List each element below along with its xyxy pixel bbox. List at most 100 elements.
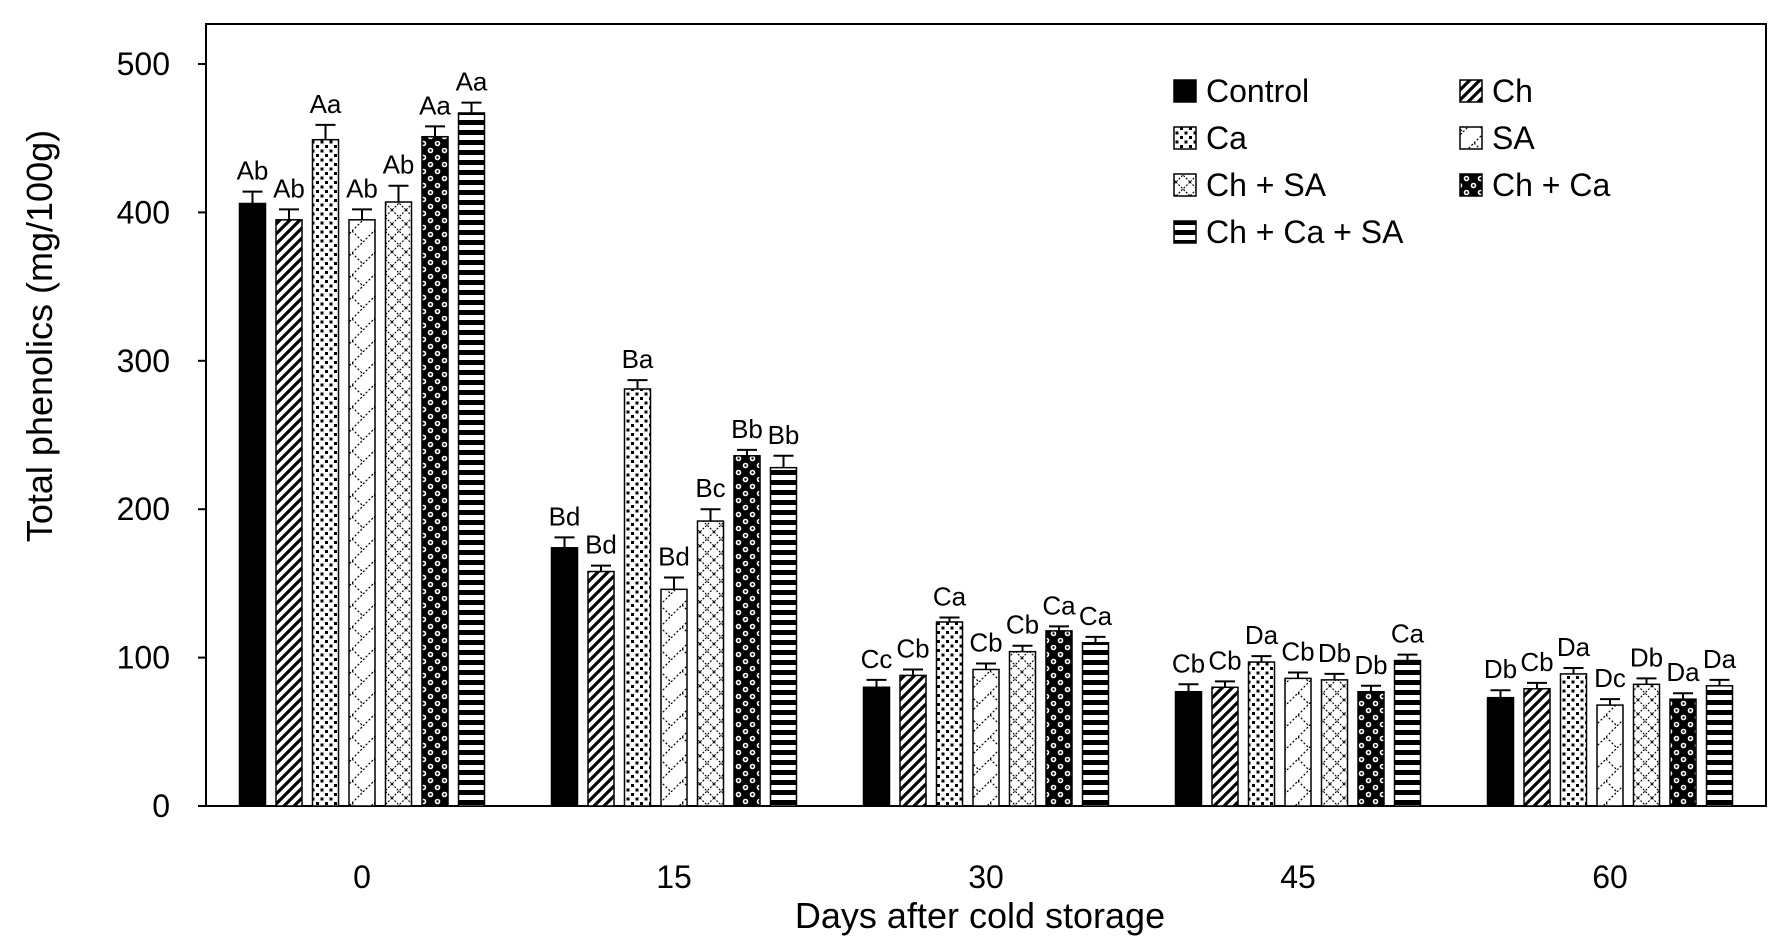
bar-label: Bd [585,530,617,560]
bar [1393,659,1422,807]
bar-label: Da [1666,657,1700,687]
bar [1247,661,1276,807]
bar-label: Aa [310,89,342,119]
bar [1008,650,1037,807]
legend-swatch [1173,220,1197,244]
bar [660,588,688,807]
bar [733,455,761,807]
y-axis-title: Total phenolics (mg/100g) [19,130,60,542]
bar-label: Ca [1391,619,1425,649]
bar-label: Ca [1042,590,1076,620]
bar-label: Aa [419,90,451,120]
bar [899,674,927,807]
bar-label: Cb [969,628,1002,658]
legend: Control Ch Ca SA Ch + SA Ch + Ca Ch + Ca + SA [1173,73,1610,250]
bar-label: Db [1354,650,1387,680]
y-axis: 0 100 200 300 400 500 [117,46,206,824]
legend-label: Ch + SA [1206,167,1327,203]
bar [550,547,579,807]
bar-label: Ca [933,582,967,612]
legend-swatch [1173,173,1197,197]
bar-label: Bd [549,501,581,531]
bar [1357,690,1385,807]
bar [1559,673,1588,807]
bar-label: Cb [1006,610,1039,640]
bar [457,112,486,807]
bar [769,466,798,807]
y-tick-label: 100 [117,640,170,676]
bar-label: Aa [456,67,488,97]
x-tick-label: 0 [353,859,371,895]
bar [1705,685,1734,807]
bar-label: Ab [383,150,415,180]
bar [972,668,1000,807]
legend-swatch [1459,126,1483,150]
bar-label: Db [1484,654,1517,684]
bar-label: Ab [346,173,378,203]
bar-label: Dc [1594,663,1626,693]
y-tick-label: 500 [117,46,170,82]
bar [1284,677,1312,807]
bar-label: Da [1703,644,1737,674]
legend-swatch [1459,79,1483,103]
bar-label: Bd [658,541,690,571]
bar [275,219,303,807]
bar [1669,698,1697,807]
bar [1523,688,1551,807]
bar-label: Ca [1079,601,1113,631]
bar [696,520,725,807]
bar [1486,696,1515,807]
x-tick-label: 30 [968,859,1004,895]
y-tick-label: 300 [117,343,170,379]
x-tick-label: 15 [656,859,692,895]
legend-label: Ch + Ca + SA [1206,214,1404,250]
bar-label: Cb [1208,645,1241,675]
bar [587,570,615,807]
bar-label: Cb [1281,636,1314,666]
legend-swatch [1173,126,1197,150]
bar-label: Db [1318,638,1351,668]
bar [862,686,891,807]
legend-swatch [1459,173,1483,197]
y-tick-label: 0 [152,788,170,824]
legend-label: Control [1206,73,1309,109]
bar [1596,704,1624,807]
bar [1320,679,1349,807]
bar [1174,690,1203,807]
x-axis: 0 15 30 45 60 [353,859,1628,895]
bar-label: Ab [273,173,305,203]
bar-label: Db [1630,642,1663,672]
x-tick-label: 45 [1280,859,1316,895]
bar [311,138,340,807]
bar-label: Cb [1520,647,1553,677]
bar-label: Cb [1172,648,1205,678]
legend-swatch [1173,79,1197,103]
bar-label: Da [1557,632,1591,662]
bar [238,202,267,807]
bar [623,388,652,807]
bar-label: Bb [731,414,763,444]
bar-label: Ba [622,344,654,374]
bar-label: Da [1245,620,1279,650]
bar-label: Cb [896,633,929,663]
legend-label: SA [1492,120,1535,156]
bar [1081,642,1110,807]
bar [384,201,413,807]
legend-label: Ch + Ca [1492,167,1610,203]
bar [1045,630,1073,807]
bar-label: Bb [768,420,800,450]
x-axis-title: Days after cold storage [795,895,1165,936]
bar-label: Ab [237,156,269,186]
x-tick-label: 60 [1592,859,1628,895]
y-tick-label: 400 [117,194,170,230]
bar-label: Cc [861,644,893,674]
legend-label: Ca [1206,120,1247,156]
bar [1211,686,1239,807]
bar-label: Bc [695,473,725,503]
legend-label: Ch [1492,73,1533,109]
bar [1632,683,1661,807]
bar [348,219,376,807]
